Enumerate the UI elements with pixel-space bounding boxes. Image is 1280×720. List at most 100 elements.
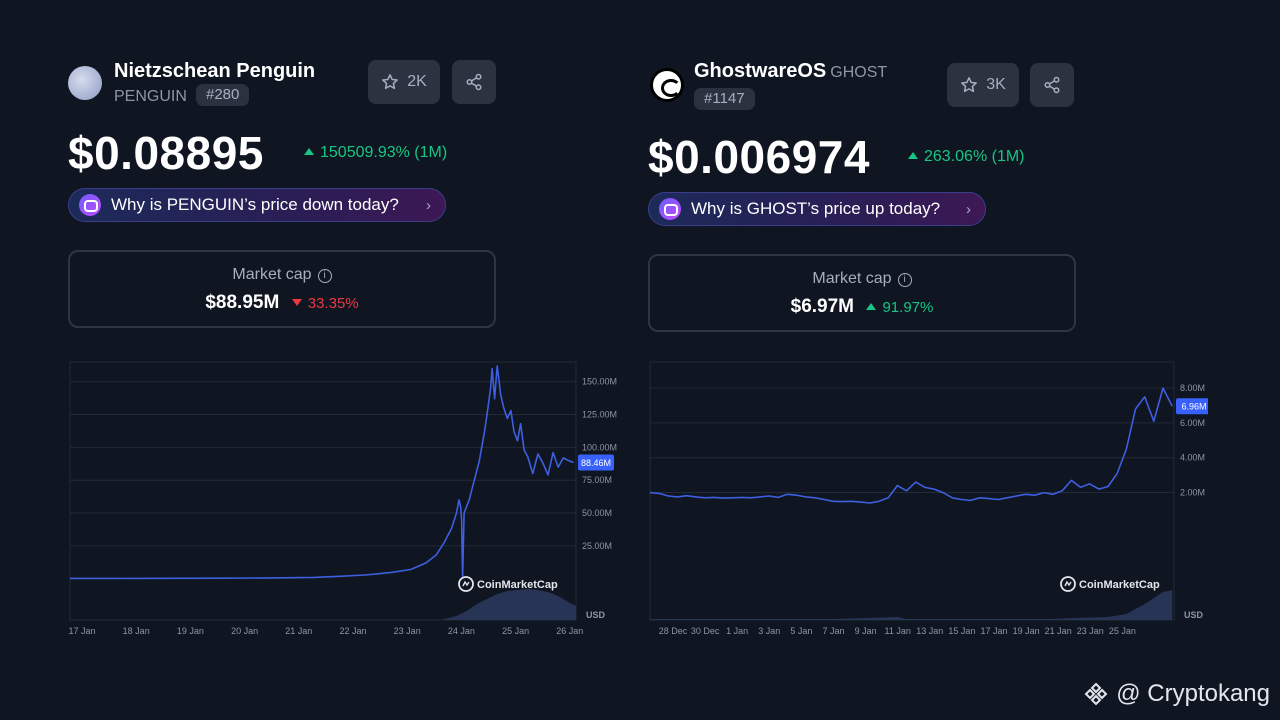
price-row: $0.08895 150509.93% (1M) [68, 126, 498, 184]
price-change-1m: 263.06% (1M) [908, 148, 1025, 166]
y-tick-label: 150.00M [582, 377, 617, 387]
x-tick-label: 5 Jan [790, 626, 812, 636]
y-tick-label: 2.00M [1180, 488, 1205, 498]
x-tick-label: 21 Jan [1045, 626, 1072, 636]
x-tick-label: 3 Jan [758, 626, 780, 636]
coin-logo [650, 68, 684, 102]
down-arrow-icon [291, 299, 302, 306]
x-tick-label: 23 Jan [1077, 626, 1104, 636]
currency-label: USD [1184, 610, 1204, 620]
price-chart-svg: 8.00M 6.00M 4.00M 2.00M 28 Dec 30 Dec 1 Jan 3 J… [649, 361, 1208, 636]
share-icon [466, 73, 482, 91]
why-price-label: Why is PENGUIN’s price down today? [111, 195, 399, 214]
x-tick-label: 22 Jan [339, 626, 366, 636]
current-value-tag [1176, 398, 1208, 415]
y-tick-label: 125.00M [582, 410, 617, 420]
coinmarketcap-logo-icon [458, 576, 474, 592]
coinmarketcap-logo-mark [1064, 580, 1072, 587]
y-tick-label: 75.00M [582, 475, 612, 485]
price-line [70, 365, 574, 580]
x-tick-label: 17 Jan [980, 626, 1007, 636]
why-price-label: Why is GHOST’s price up today? [691, 199, 941, 218]
watermark: @ Cryptokang [1084, 680, 1270, 708]
market-cap-label: Market cap i [70, 266, 494, 284]
y-tick-label: 8.00M [1180, 383, 1205, 393]
x-tick-label: 26 Jan [556, 626, 583, 636]
up-arrow-icon [908, 152, 918, 159]
y-tick-label: 4.00M [1180, 453, 1205, 463]
up-arrow-icon [304, 148, 314, 155]
x-tick-label: 25 Jan [502, 626, 529, 636]
current-value-label: 6.96M [1181, 402, 1206, 412]
watchlist-button[interactable]: 3K [947, 63, 1019, 107]
price-chart[interactable]: 8.00M 6.00M 4.00M 2.00M 28 Dec 30 Dec 1 Jan 3 J… [648, 360, 1208, 650]
market-cap-value: $6.97M [790, 296, 855, 317]
coinmarketcap-credit: CoinMarketCap [1060, 576, 1160, 592]
x-tick-label: 7 Jan [822, 626, 844, 636]
x-tick-label: 28 Dec [659, 626, 688, 636]
market-cap-change: 33.35% [307, 295, 359, 312]
coin-name: Nietzschean Penguin [114, 60, 316, 82]
volume-area [650, 590, 1173, 620]
market-cap-label: Market cap i [650, 270, 1074, 288]
market-cap-change: 91.97% [882, 299, 934, 316]
price: $0.08895 [68, 127, 264, 179]
currency-label: USD [586, 610, 606, 620]
price-change-1m: 150509.93% (1M) [304, 144, 447, 162]
x-tick-label: 17 Jan [68, 626, 95, 636]
share-button[interactable] [1030, 63, 1074, 107]
share-button[interactable] [452, 60, 496, 104]
current-value-tag [578, 454, 614, 471]
market-cap-card: Market cap i $6.97M 91.97% [648, 254, 1076, 332]
coinmarketcap-label: CoinMarketCap [1079, 579, 1160, 591]
x-tick-label: 11 Jan [885, 626, 911, 636]
info-icon[interactable]: i [897, 273, 912, 287]
watchlist-button[interactable]: 2K [368, 60, 440, 104]
market-cap-values: $6.97M 91.97% [650, 296, 1074, 318]
x-tick-label: 13 Jan [916, 626, 943, 636]
up-arrow-icon [866, 303, 877, 310]
coin-header: GhostwareOS GHOST #1147 [648, 58, 1078, 118]
price-chart-svg: 150.00M 125.00M 100.00M 75.00M 50.00M 25.00M 1… [68, 361, 617, 636]
current-value-label: 88.46M [581, 458, 611, 468]
why-price-button[interactable]: Why is PENGUIN’s price down today? › [68, 188, 446, 222]
price-line [649, 387, 1173, 504]
x-tick-label: 24 Jan [448, 626, 475, 636]
share-icon [1044, 76, 1060, 94]
chevron-right-icon: › [966, 200, 971, 218]
x-tick-label: 30 Dec [691, 626, 720, 636]
rank-badge: #1147 [694, 88, 755, 110]
y-tick-label: 50.00M [582, 508, 612, 518]
coin-panel-ghost: GhostwareOS GHOST #1147 3K $0.006974 263.… [648, 0, 1208, 700]
watchlist-count: 3K [986, 76, 1006, 93]
y-tick-label: 100.00M [582, 442, 617, 452]
watchlist-count: 2K [407, 73, 427, 90]
chevron-right-icon: › [426, 196, 431, 214]
star-icon [382, 74, 399, 90]
x-tick-label: 23 Jan [394, 626, 421, 636]
volume-area [441, 589, 576, 620]
why-price-button[interactable]: Why is GHOST’s price up today? › [648, 192, 986, 226]
market-cap-card: Market cap i $88.95M 33.35% [68, 250, 496, 328]
price-row: $0.006974 263.06% (1M) [648, 130, 1078, 188]
info-icon[interactable]: i [317, 269, 332, 283]
binance-icon [1084, 682, 1108, 706]
ai-chat-icon [79, 194, 101, 216]
x-tick-label: 20 Jan [231, 626, 258, 636]
y-tick-label: 6.00M [1180, 418, 1205, 428]
price: $0.006974 [648, 131, 870, 183]
market-cap-values: $88.95M 33.35% [70, 292, 494, 314]
chart-frame [69, 361, 577, 621]
coin-header: Nietzschean Penguin PENGUIN #280 [68, 58, 498, 118]
watermark-text: @ Cryptokang [1116, 680, 1270, 707]
coinmarketcap-credit: CoinMarketCap [458, 576, 558, 592]
x-tick-label: 1 Jan [726, 626, 748, 636]
coin-symbol: PENGUIN [114, 88, 187, 105]
y-tick-label: 25.00M [582, 541, 612, 551]
star-icon [961, 77, 978, 93]
coin-name: GhostwareOS GHOST [694, 60, 888, 82]
coinmarketcap-label: CoinMarketCap [477, 579, 558, 591]
rank-badge: #280 [196, 84, 250, 106]
coin-logo [68, 66, 102, 100]
price-chart[interactable]: 150.00M 125.00M 100.00M 75.00M 50.00M 25.00M 1… [68, 360, 628, 650]
